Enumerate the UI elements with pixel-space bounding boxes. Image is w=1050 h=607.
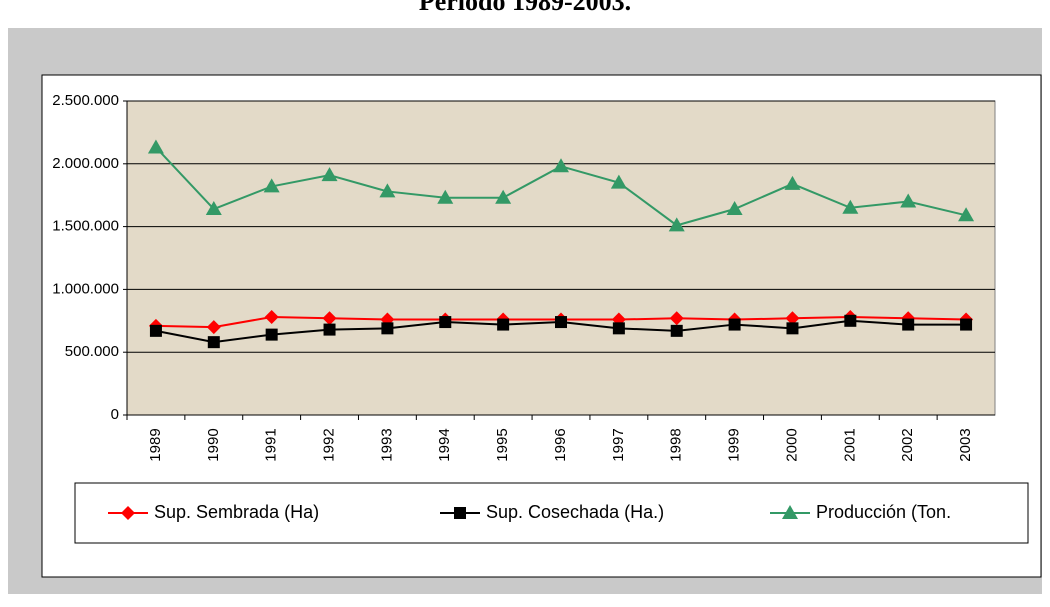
marker (437, 189, 454, 204)
marker (381, 322, 394, 335)
marker (842, 199, 859, 214)
y-tick-label: 0 (111, 406, 119, 423)
legend-box (74, 482, 1029, 544)
marker (439, 316, 452, 329)
x-tick-label: 1990 (205, 428, 222, 461)
legend-label: Sup. Cosechada (Ha.) (486, 502, 664, 522)
marker (960, 318, 973, 331)
marker (728, 318, 741, 331)
marker (668, 217, 685, 232)
x-tick-label: 1999 (726, 428, 743, 461)
marker (612, 322, 625, 335)
marker (205, 201, 222, 216)
marker (555, 316, 567, 329)
x-tick-label: 1992 (321, 428, 338, 461)
chart-title: Período 1989-2003. (419, 0, 631, 16)
x-tick-label: 2001 (841, 428, 858, 461)
x-tick-label: 2000 (783, 428, 800, 461)
marker (782, 505, 798, 519)
marker (323, 323, 336, 336)
y-tick-label: 1.000.000 (52, 280, 119, 297)
marker (207, 336, 220, 349)
x-tick-label: 1996 (552, 428, 569, 461)
marker (902, 318, 915, 331)
marker (263, 178, 280, 193)
marker (670, 324, 683, 337)
marker (149, 324, 162, 337)
marker (900, 193, 917, 208)
marker (454, 507, 466, 519)
marker (785, 311, 800, 326)
marker (553, 158, 569, 173)
x-tick-label: 1995 (494, 428, 511, 461)
plot-area (126, 100, 996, 416)
x-tick-label: 1997 (610, 428, 627, 461)
marker (265, 328, 278, 341)
x-tick-label: 1993 (378, 428, 395, 461)
x-tick-label: 1991 (263, 428, 280, 461)
marker (495, 189, 512, 204)
y-tick-label: 2.000.000 (52, 155, 119, 172)
marker (121, 506, 135, 520)
x-tick-label: 1998 (668, 428, 685, 461)
marker (497, 318, 510, 331)
marker (147, 139, 164, 154)
marker (784, 175, 801, 190)
marker (844, 314, 857, 327)
x-tick-label: 1989 (147, 428, 164, 461)
marker (264, 310, 279, 325)
marker (321, 167, 338, 182)
marker (379, 183, 396, 198)
marker (958, 207, 975, 222)
marker (669, 311, 684, 326)
marker (610, 174, 627, 189)
y-tick-label: 1.500.000 (52, 218, 119, 235)
marker (786, 322, 799, 335)
legend-label: Sup. Sembrada (Ha) (154, 502, 319, 522)
marker (322, 311, 337, 326)
marker (206, 320, 221, 335)
x-tick-label: 1994 (436, 428, 453, 461)
x-tick-label: 2002 (899, 428, 916, 461)
x-tick-label: 2003 (957, 428, 974, 461)
y-tick-label: 500.000 (65, 343, 119, 360)
y-tick-label: 2.500.000 (52, 92, 119, 109)
marker (726, 201, 743, 216)
legend-label: Producción (Ton. (816, 502, 951, 522)
